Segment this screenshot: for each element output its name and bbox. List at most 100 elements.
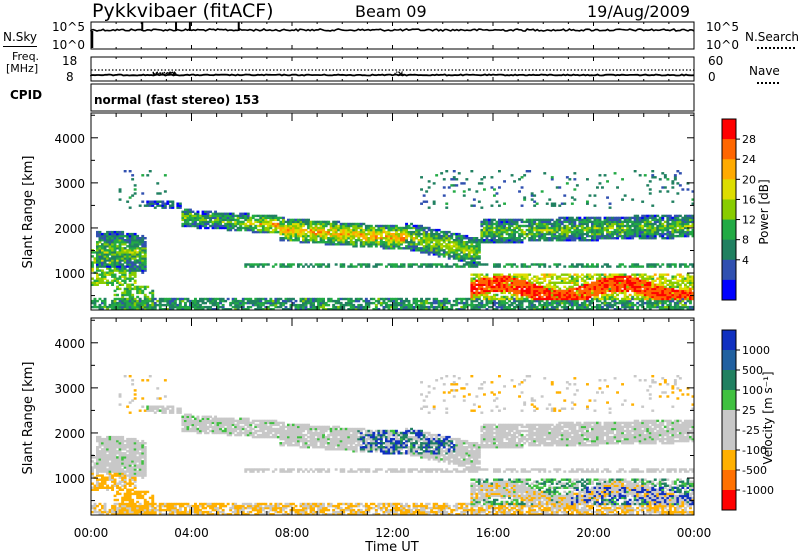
power-cell [106, 273, 109, 276]
power-cell [113, 249, 117, 252]
power-cell [101, 245, 104, 248]
power-cell [500, 226, 504, 230]
power-cell [121, 291, 125, 295]
power-cell [324, 230, 328, 234]
power-cell [307, 265, 310, 268]
power-cell [480, 241, 484, 244]
power-cell [126, 263, 130, 266]
power-cell [425, 237, 429, 240]
power-cell [440, 253, 444, 256]
power-cell [513, 222, 516, 226]
power-cell [457, 239, 461, 242]
power-cell [111, 251, 114, 254]
power-cell [387, 232, 391, 236]
power-cell [493, 289, 496, 293]
power-cell [362, 308, 366, 311]
power-cell [525, 287, 529, 291]
power-cell [209, 216, 212, 220]
power-cell [508, 277, 511, 280]
power-cell [488, 305, 491, 309]
power-cell [520, 218, 524, 222]
power-cell [508, 224, 511, 228]
power-cell [515, 291, 519, 295]
power-cell [234, 214, 238, 218]
power-cell [538, 239, 542, 242]
power-cell [397, 243, 401, 246]
power-cell [447, 249, 451, 252]
power-cell [251, 226, 255, 230]
power-cell [430, 247, 434, 250]
power-cell [274, 214, 278, 218]
power-cell [239, 303, 243, 307]
power-cell [500, 237, 504, 240]
power-cell [488, 291, 491, 295]
power-cell [211, 226, 215, 230]
power-cell [354, 234, 358, 238]
power-cell [498, 281, 501, 284]
power-cell [470, 204, 474, 207]
power-cell [530, 237, 534, 240]
power-cell [385, 230, 388, 234]
power-cell [392, 308, 396, 311]
power-cell [364, 228, 368, 232]
power-cell [264, 222, 268, 226]
power-cell [96, 273, 99, 276]
power-cell [269, 230, 273, 234]
power-cell [131, 277, 135, 280]
power-cell [395, 226, 398, 230]
power-cell [530, 226, 534, 230]
power-cell [131, 245, 135, 248]
power-cell [505, 279, 509, 282]
power-cell [538, 232, 542, 236]
power-cell [392, 301, 396, 305]
power-cell [462, 297, 466, 301]
power-cell [292, 239, 295, 242]
power-cell [392, 239, 396, 242]
power-cell [533, 200, 537, 203]
power-cell [505, 218, 509, 222]
power-cell [472, 247, 476, 250]
power-cell [231, 297, 235, 301]
power-cell [500, 273, 504, 276]
power-cell [133, 253, 137, 256]
power-cell [510, 293, 514, 297]
power-cell [131, 299, 135, 303]
power-cell [472, 273, 476, 276]
power-cell [417, 305, 421, 309]
power-cell [244, 218, 248, 222]
power-cell [472, 239, 476, 242]
power-cell [495, 305, 499, 309]
power-cell [472, 237, 476, 240]
power-cell [518, 285, 521, 289]
power-cell [319, 299, 323, 303]
power-cell [224, 226, 228, 230]
power-cell [141, 285, 145, 289]
power-cell [379, 263, 383, 266]
power-cell [319, 222, 323, 226]
power-cell [131, 178, 135, 181]
power-cell [367, 303, 371, 307]
power-cell [349, 265, 353, 268]
power-cell [523, 232, 527, 236]
power-cell [241, 308, 245, 311]
power-cell [470, 259, 474, 262]
power-cell [503, 275, 506, 278]
power-cell [455, 308, 459, 311]
power-cell [214, 308, 217, 311]
nave-label: Nave [749, 64, 780, 78]
power-cell [535, 234, 539, 238]
power-cell [535, 228, 539, 232]
power-cell [131, 241, 135, 244]
power-cell [128, 232, 132, 236]
power-cell [442, 251, 446, 254]
power-cell [425, 301, 429, 305]
power-cell [480, 283, 484, 286]
power-cell [460, 259, 464, 262]
power-cell [103, 237, 107, 240]
power-cell [259, 230, 263, 234]
power-cell [327, 263, 331, 266]
power-cell [513, 299, 516, 303]
power-cell [196, 212, 200, 215]
power-cell [146, 295, 150, 299]
power-cell [279, 224, 283, 228]
